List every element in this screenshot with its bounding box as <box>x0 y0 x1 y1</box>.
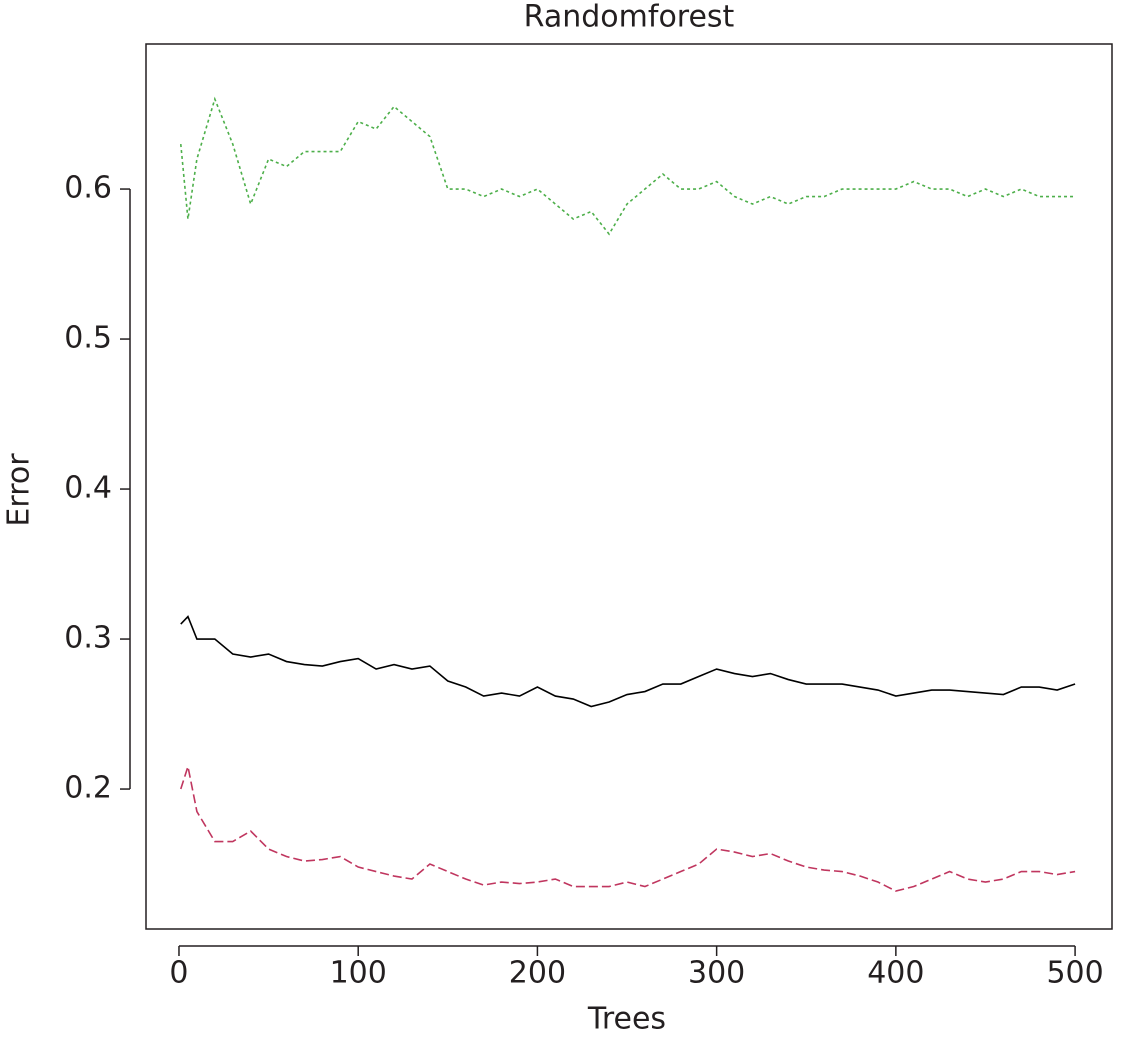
y-axis-label: Error <box>2 453 37 527</box>
x-tick-label: 300 <box>688 956 745 991</box>
y-tick-label: 0.4 <box>64 471 112 506</box>
plot-frame <box>145 43 1113 930</box>
series-line <box>180 766 1076 892</box>
x-axis-label: Trees <box>587 1002 666 1037</box>
x-tick-label: 500 <box>1046 956 1103 991</box>
x-tick-label: 100 <box>330 956 387 991</box>
y-tick-label: 0.5 <box>64 321 112 356</box>
x-tick-label: 0 <box>169 956 188 991</box>
series-line <box>179 96 1076 236</box>
x-tick-label: 200 <box>509 956 566 991</box>
y-tick-label: 0.6 <box>64 171 112 206</box>
y-tick-label: 0.3 <box>64 621 112 656</box>
chart-title: Randomforest <box>524 0 735 35</box>
series-line <box>180 615 1076 708</box>
x-tick-label: 400 <box>867 956 924 991</box>
y-tick-label: 0.2 <box>64 771 112 806</box>
